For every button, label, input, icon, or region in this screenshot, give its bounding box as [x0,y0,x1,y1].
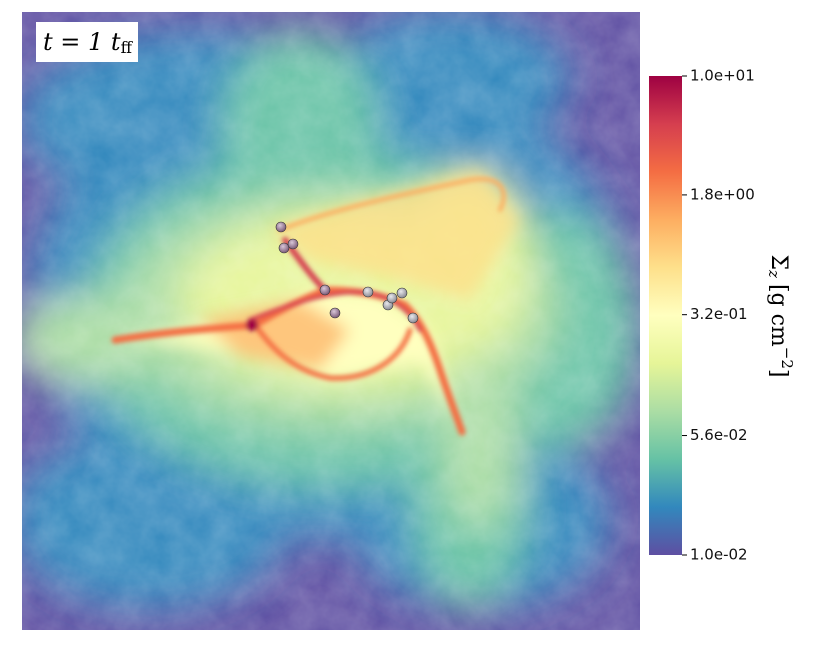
colorbar-tick-label: 5.6e-02 [690,426,748,444]
colorbar: 1.0e+01 1.8e+00 3.2e-01 5.6e-02 1.0e-02 [649,67,755,564]
label-symbol: Σ [766,254,791,270]
colorbar-fill [649,76,682,555]
label-unit: [g cm [766,284,791,347]
sink [275,221,287,233]
colorbar-tick-label: 3.2e-01 [690,305,748,323]
sink [319,284,331,296]
annotation-subscript: ff [121,38,134,57]
sink [329,307,341,319]
annotation-box [36,22,138,62]
annotation-text: t = 1 t [43,28,121,56]
colorbar-tick-label: 1.8e+00 [690,185,755,203]
sink [278,242,290,254]
sink [287,238,299,250]
colorbar-tick-label: 1.0e-02 [690,546,748,564]
sink [396,287,408,299]
sink-particles [275,221,419,324]
sink [407,312,419,324]
annotation: t = 1 tff [43,28,134,57]
colorbar-label: Σz [g cm−2] [765,254,796,377]
density-map [22,12,640,630]
sink [386,292,398,304]
label-superscript: −2 [778,347,796,369]
label-subscript: z [765,269,783,278]
sink [362,286,374,298]
colorbar-tick-label: 1.0e+01 [690,67,755,85]
label-close: ] [766,369,791,378]
